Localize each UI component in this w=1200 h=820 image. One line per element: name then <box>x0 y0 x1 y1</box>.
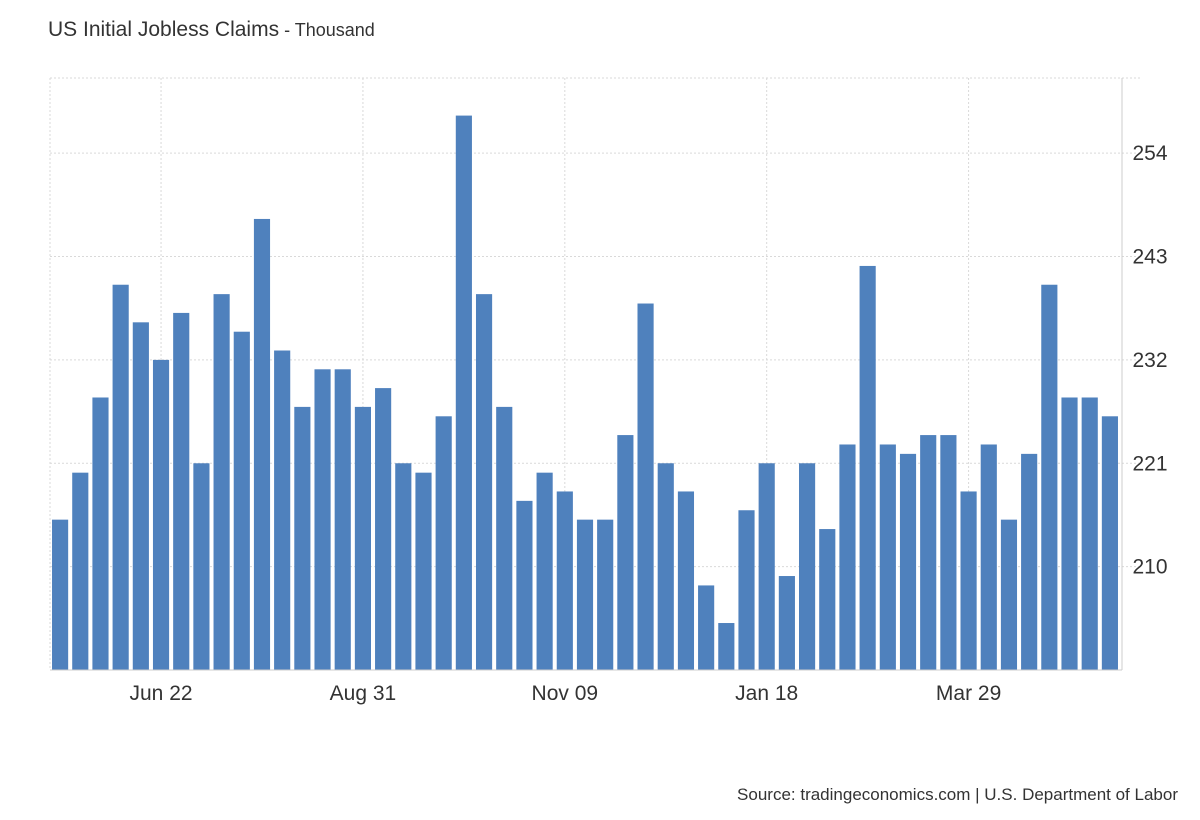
x-tick-label: Aug 31 <box>330 682 397 705</box>
bar <box>617 435 634 670</box>
bar <box>536 472 553 670</box>
bar-chart: 210 221 232 243 254 Jun 22 Aug 31 Nov 09 Jan 18 M… <box>49 77 1168 705</box>
bar <box>334 369 351 670</box>
bar <box>213 294 230 670</box>
bar <box>233 331 250 670</box>
bar <box>435 416 452 670</box>
bar <box>899 453 917 670</box>
bar <box>496 406 513 670</box>
x-tick-label: Nov 09 <box>532 682 599 705</box>
bar <box>173 312 190 670</box>
bar <box>758 463 775 670</box>
chart-title-row: US Initial Jobless Claims - Thousand <box>48 18 375 42</box>
bar <box>1021 453 1038 670</box>
bar <box>960 491 977 670</box>
bar <box>112 284 129 670</box>
x-tick-label: Jan 18 <box>735 682 798 705</box>
bar <box>718 623 735 670</box>
x-tick-label: Jun 22 <box>130 682 193 705</box>
source-note: Source: tradingeconomics.com | U.S. Depa… <box>737 785 1178 804</box>
bar <box>152 359 170 670</box>
bar <box>637 303 654 670</box>
bar <box>839 444 856 670</box>
bar <box>193 463 210 670</box>
bar <box>516 500 533 670</box>
bar <box>52 519 69 670</box>
bar <box>294 406 311 670</box>
bar <box>778 576 795 670</box>
bar-layer <box>52 115 1118 671</box>
bar <box>677 491 695 670</box>
bar <box>132 322 149 670</box>
y-tick-label: 221 <box>1132 452 1167 475</box>
bar <box>920 435 937 670</box>
bar <box>738 510 755 670</box>
x-tick-label: Mar 29 <box>936 682 1001 705</box>
bar <box>375 388 392 670</box>
bar <box>879 444 896 670</box>
bar <box>314 369 331 670</box>
bar <box>940 435 957 670</box>
bar <box>859 265 876 670</box>
axis-layer: 210 221 232 243 254 Jun 22 Aug 31 Nov 09 Jan 18 M… <box>50 78 1168 705</box>
bar <box>1101 416 1118 670</box>
bar <box>597 519 614 670</box>
chart-title: US Initial Jobless Claims <box>48 18 280 41</box>
bar <box>1081 397 1098 670</box>
bar <box>576 519 594 670</box>
bar <box>698 585 715 670</box>
bar <box>92 397 109 670</box>
bar <box>354 406 371 670</box>
y-tick-label: 254 <box>1132 142 1167 165</box>
bar <box>1000 519 1018 670</box>
bar <box>819 529 836 670</box>
bar <box>395 463 412 670</box>
bar <box>799 463 816 670</box>
bar <box>657 463 674 670</box>
bar <box>274 350 291 670</box>
bar <box>980 444 997 670</box>
bar <box>253 218 271 670</box>
bar <box>455 115 472 671</box>
y-tick-label: 243 <box>1132 246 1167 269</box>
bar <box>475 294 493 670</box>
bar <box>556 491 573 670</box>
y-tick-label: 232 <box>1132 349 1167 372</box>
bar <box>1041 284 1058 670</box>
bar <box>72 472 89 670</box>
bar <box>415 472 432 670</box>
y-tick-label: 210 <box>1132 556 1167 579</box>
bar <box>1061 397 1078 670</box>
chart-subtitle: - Thousand <box>279 20 375 40</box>
